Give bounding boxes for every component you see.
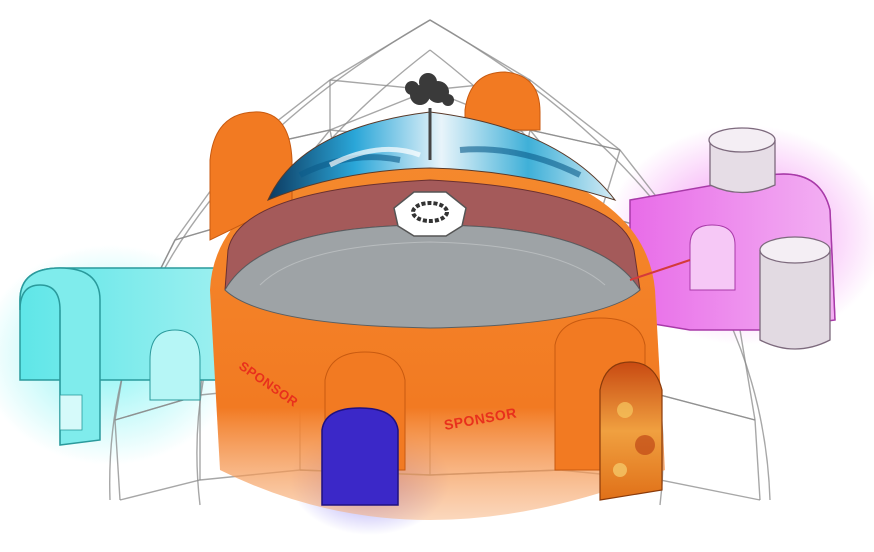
fire-door <box>599 361 663 501</box>
cyan-tunnel <box>19 267 231 446</box>
octagon-hub-icon <box>393 191 467 237</box>
blue-door <box>321 407 399 506</box>
theater-floor <box>224 224 641 329</box>
magenta-connector <box>629 259 691 281</box>
silo-cylinder <box>708 127 776 194</box>
silo-cylinder <box>759 236 831 350</box>
projection-screen <box>267 111 617 201</box>
cloud-tower-icon <box>405 73 454 160</box>
